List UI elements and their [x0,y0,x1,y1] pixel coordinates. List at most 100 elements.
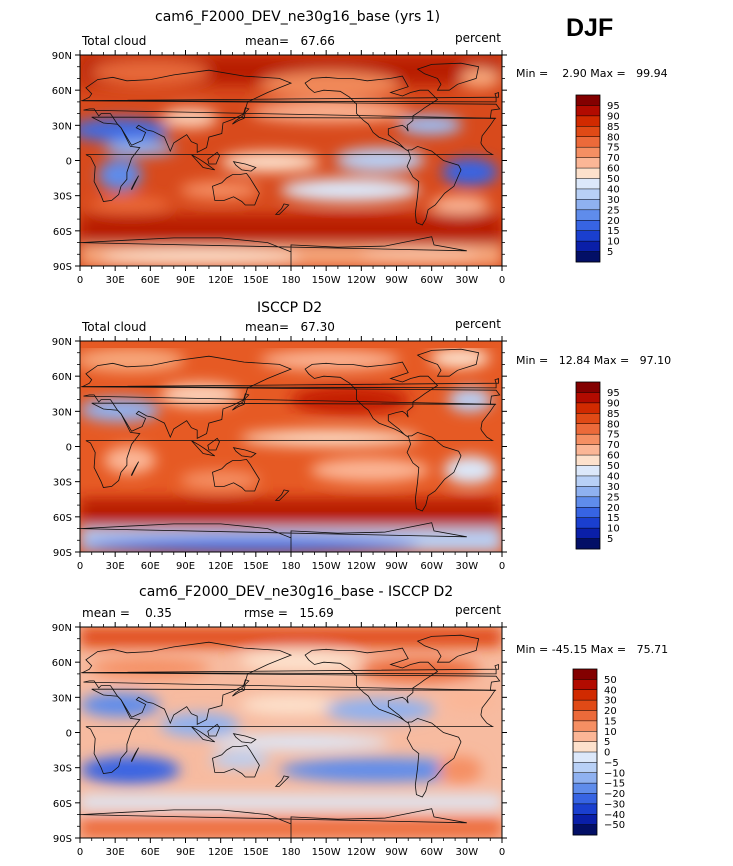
colorbar-segment [573,793,597,805]
colorbar-segment [573,752,597,763]
season-label: DJF [566,14,614,42]
colorbar-label: 5 [607,247,613,258]
lon-tick-label: 60W [420,847,443,858]
panel-2-axes: 90N 60N 30N 0 30S 60S 90S 0 30E 60E 90E 120E 150E 180… [52,336,507,572]
lon-tick-label: 0 [77,847,83,858]
lat-tick-label: 60N [52,86,72,97]
colorbar-segment [576,209,600,221]
coastline [82,69,501,153]
lat-tick-label: 30S [53,764,72,775]
lon-tick-label: 120W [347,561,376,572]
lat-tick-label: 60N [52,372,72,383]
colorbar-segment [576,392,600,404]
colorbar-label: 5 [604,737,610,748]
colorbar-label: 20 [604,706,617,717]
lon-tick-label: 30E [106,561,125,572]
colorbar-label: 90 [607,398,620,409]
lon-tick-label: 60W [420,275,443,286]
lat-tick-label: 60S [53,227,72,238]
colorbar-label: −20 [604,789,625,800]
coastline [304,647,439,724]
lon-tick-label: 30W [456,275,479,286]
coastline [131,175,139,190]
colorbar-label: 10 [604,727,617,738]
colorbar-segment [576,517,600,529]
lat-tick-label: 90N [52,337,72,348]
lon-tick-label: 60E [141,847,160,858]
panel-1-map [80,55,502,266]
coastline [207,723,220,737]
panel-3-title: cam6_F2000_DEV_ne30g16_base - ISCCP D2 [139,584,454,600]
colorbar-segment [573,720,597,732]
colorbar-label: −30 [604,799,625,810]
coastline [191,440,216,457]
colorbar-segment [576,147,600,158]
colorbar-label: 95 [607,388,620,399]
lon-tick-label: 0 [499,847,505,858]
colorbar-label: −50 [604,820,625,831]
colorbar-segment [573,824,597,836]
panel-3-left-label: mean = 0.35 [82,606,172,620]
lon-tick-label: 120W [347,275,376,286]
lat-tick-label: 60S [53,799,72,810]
colorbar-label: 70 [607,440,620,451]
lat-tick-label: 30S [53,478,72,489]
coastline [82,641,501,725]
colorbar-segment [573,731,597,742]
colorbar-label: 90 [607,111,620,122]
colorbar-segment [576,382,600,393]
colorbar-segment [573,700,597,711]
panel-2-center-label: mean= 67.30 [245,320,335,334]
panel-2-left-label: Total cloud [82,320,147,334]
coastline [81,91,499,103]
colorbar-segment [573,679,597,691]
lat-tick-label: 90S [53,548,72,559]
lon-tick-label: 150E [243,275,268,286]
lat-tick-label: 0 [66,157,72,168]
coastline [232,447,257,458]
coastline [406,717,462,798]
colorbar-label: −15 [604,779,625,790]
colorbar-segment [576,157,600,169]
lon-tick-label: 60W [420,561,443,572]
coastline [416,62,480,91]
colorbar-segment [576,402,600,414]
colorbar-segment [573,689,597,701]
panel-2-title: ISCCP D2 [257,300,323,316]
coastline [416,348,480,377]
panel-3-axes: 90N 60N 30N 0 30S 60S 90S 0 30E 60E 90E 120E 150E 180… [52,622,507,858]
colorbars: 9590858075706050403025201510595908580757… [572,94,625,836]
panel-3-right-label: percent [455,603,501,617]
coastline [82,355,501,439]
coastline [80,236,467,266]
panel-2-map [80,341,502,552]
colorbar-segment [576,538,600,550]
coastline [85,116,496,202]
lon-tick-label: 120E [208,561,233,572]
colorbar-segment [576,199,600,211]
colorbar-label: 85 [607,409,620,420]
lat-tick-label: 90N [52,51,72,62]
panel-2-minmax: Min = 12.84 Max = 97.10 [516,354,672,367]
colorbar-label: 15 [604,716,617,727]
lon-tick-label: 30W [456,561,479,572]
coastline [304,361,439,438]
lon-tick-label: 120E [208,275,233,286]
colorbar-segment [573,669,597,680]
lon-tick-label: 90W [385,275,408,286]
panel-1-title: cam6_F2000_DEV_ne30g16_base (yrs 1) [155,9,441,25]
coastline [274,203,290,215]
lon-tick-label: 60E [141,561,160,572]
colorbar-segment [576,95,600,106]
coastline [131,461,139,476]
panel-1-left-label: Total cloud [82,34,147,48]
colorbar-segment [573,814,597,825]
lon-tick-label: 30E [106,275,125,286]
colorbar-segment [576,115,600,127]
coastline [80,522,467,552]
colorbar-label: 80 [607,132,620,143]
coastline [232,393,250,411]
lat-tick-label: 30S [53,192,72,203]
colorbar-label: 30 [607,195,620,206]
colorbar-segment [576,220,600,231]
